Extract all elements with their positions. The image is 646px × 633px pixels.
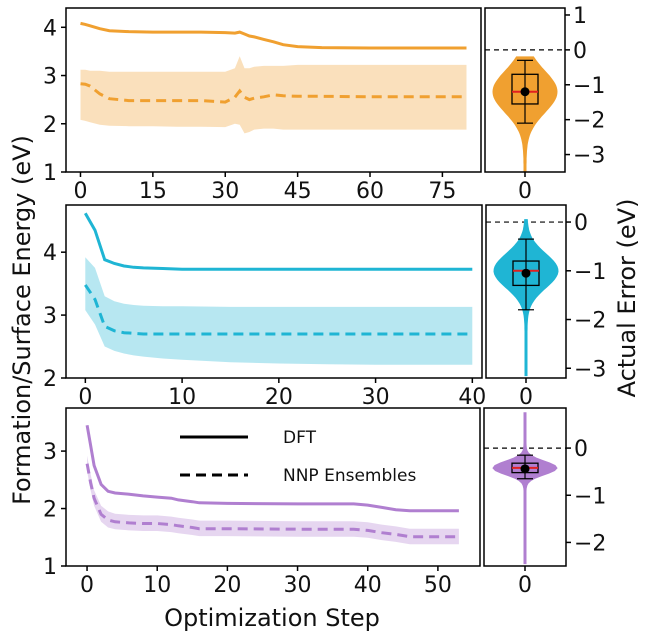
middle-frame [65,204,483,379]
middle-violin-y-tick-label: −2 [574,309,606,334]
bottom-dft-line [85,424,459,513]
bottom-violin-body [492,412,558,565]
middle-y-tick-label: 4 [43,241,57,266]
middle-x-tick-label: 10 [168,385,196,410]
top-violin-x-tick-label: 0 [518,179,532,204]
top-violin-y-tick-label: 0 [573,39,587,64]
top-violin-box [511,73,539,105]
middle-x-tick-label: 30 [362,385,390,410]
middle-violin-box [512,260,540,287]
x-axis-title: Optimization Step [164,604,380,632]
bottom-violin-y-tick-label: 0 [574,437,588,462]
middle-violin-y-tick-label: −3 [574,357,606,382]
bottom-y-tick-label: 2 [43,498,57,523]
bottom-nnp-band [87,455,459,545]
middle-violin-mean [521,268,531,278]
bottom-x-tick-label: 20 [213,573,241,598]
top-violin-y-tick-label: −2 [573,109,605,134]
top-violin-y-tick-label: −3 [573,144,605,169]
middle-nnp-band [85,257,473,365]
top-violin-y-tick-label: 1 [573,4,587,29]
middle-x-tick-label: 40 [458,385,486,410]
legend-nnp-label: NNP Ensembles [283,466,416,486]
top-violin-panel: 1 0 −1 −2 −3 0 [484,4,605,204]
top-nnp-line [80,82,467,104]
bottom-violin-x-tick-label: 0 [518,573,532,598]
bottom-y-tick-label: 1 [43,555,57,580]
middle-x-tick-label: 0 [78,385,92,410]
top-panel: 0 15 30 45 60 75 1 2 3 4 [43,7,482,204]
top-x-tick-label: 30 [211,179,239,204]
y-axis-title-left: Formation/Surface Energy (eV) [8,135,36,505]
bottom-nnp-line [85,463,459,539]
top-y-tick-label: 3 [43,65,57,90]
middle-violin-y-tick-label: 0 [574,211,588,236]
top-y-tick-label: 2 [43,113,57,138]
y-axis-title-right: Actual Error (eV) [613,199,641,398]
middle-violin-panel: 0 −1 −2 −3 0 [485,204,606,410]
bottom-y-tick-label: 3 [43,440,57,465]
bottom-x-tick-label: 30 [284,573,312,598]
top-dft-line [80,21,467,50]
top-x-tick-label: 60 [356,179,384,204]
top-x-tick-label: 15 [139,179,167,204]
bottom-panel: 0 10 20 30 40 50 1 2 3 [43,407,481,598]
middle-y-tick-label: 2 [43,367,57,392]
top-violin-mean [520,87,530,97]
legend-dft-label: DFT [283,428,317,448]
middle-dft-line [83,212,473,271]
legend: DFT NNP Ensembles [180,428,416,486]
middle-nnp-line [84,284,473,336]
top-x-tick-label: 45 [284,179,312,204]
bottom-violin-y-tick-label: −2 [574,531,606,556]
bottom-violin-y-tick-label: −1 [574,484,606,509]
middle-panel: 0 10 20 30 40 2 3 4 [43,204,486,410]
top-frame [65,7,482,173]
bottom-frame [65,407,481,567]
top-y-tick-label: 1 [43,161,57,186]
bottom-violin-panel: 0 −1 −2 0 [483,407,606,598]
middle-y-tick-label: 3 [43,304,57,329]
bottom-x-tick-label: 40 [354,573,382,598]
bottom-violin-mean [520,464,530,474]
top-y-tick-label: 4 [43,16,57,41]
middle-x-tick-label: 20 [265,385,293,410]
top-x-tick-label: 75 [428,179,456,204]
top-violin-y-tick-label: −1 [573,74,605,99]
middle-violin-x-tick-label: 0 [519,385,533,410]
bottom-x-tick-label: 10 [143,573,171,598]
top-nnp-band [80,56,467,134]
top-x-tick-label: 0 [73,179,87,204]
middle-violin-y-tick-label: −1 [574,260,606,285]
bottom-x-tick-label: 50 [424,573,452,598]
bottom-x-tick-label: 0 [80,573,94,598]
